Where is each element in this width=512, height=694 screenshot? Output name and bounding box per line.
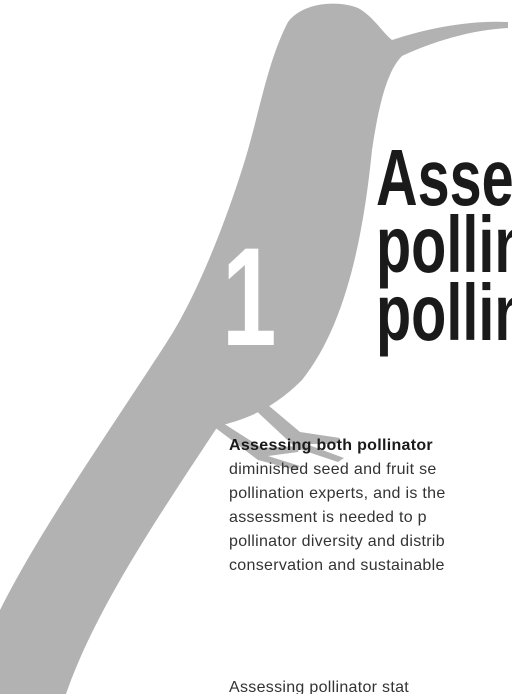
body-line: assessment is needed to p — [229, 509, 427, 526]
body-line: Assessing pollinator stat — [229, 679, 409, 694]
body-line: pollination experts, and is the — [229, 485, 446, 502]
page: {"chapter_number": "1", "title": {"lines… — [0, 0, 512, 694]
body-line: conservation and sustainable — [229, 557, 445, 574]
chapter-title: Assespollinpollin — [376, 133, 512, 358]
body-line: diminished seed and fruit se — [229, 461, 437, 478]
body-line: pollinator diversity and distrib — [229, 533, 445, 550]
chapter-number: 1 — [222, 219, 277, 375]
page-canvas: 1 Assespollinpollin Assessing both polli… — [0, 0, 512, 694]
title-line: pollin — [376, 268, 512, 358]
lead-line: Assessing both pollinator — [229, 437, 433, 454]
body-text: Assessing both pollinator diminished seed… — [229, 437, 446, 694]
